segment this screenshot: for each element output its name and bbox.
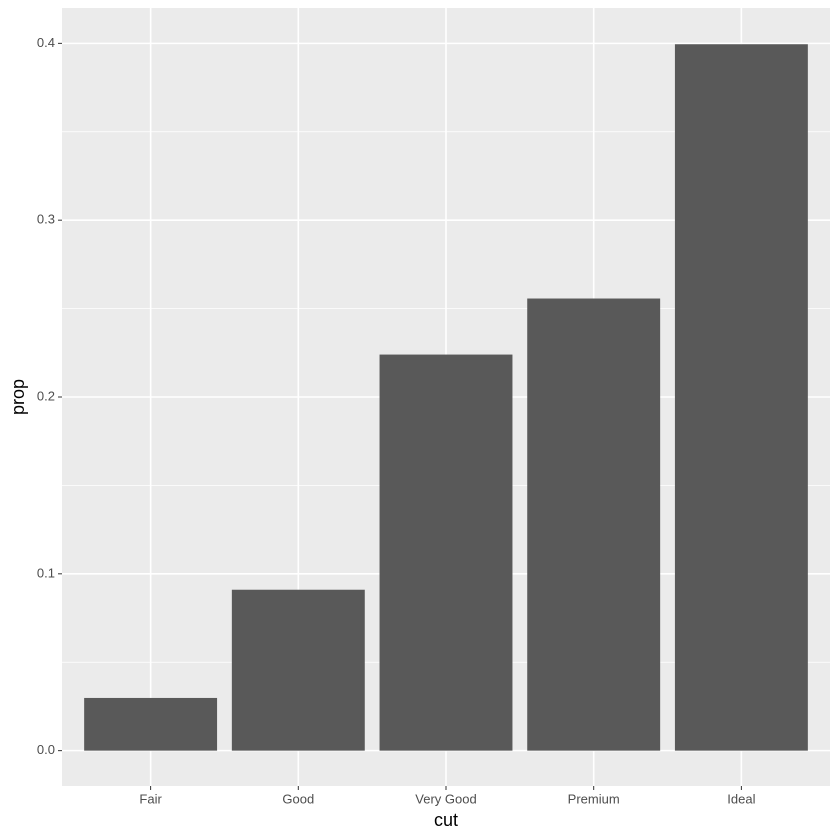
bar	[84, 697, 218, 751]
bar	[231, 589, 365, 751]
x-axis-title: cut	[434, 810, 458, 830]
x-tick-label: Premium	[568, 791, 620, 806]
y-axis-title: prop	[8, 379, 28, 415]
bar	[379, 354, 513, 751]
y-tick-label: 0.0	[37, 742, 55, 757]
y-tick-label: 0.4	[37, 35, 55, 50]
x-tick-label: Good	[282, 791, 314, 806]
y-tick-label: 0.3	[37, 212, 55, 227]
x-tick-label: Fair	[139, 791, 162, 806]
x-tick-label: Ideal	[727, 791, 755, 806]
y-tick-label: 0.1	[37, 565, 55, 580]
bar	[674, 44, 808, 751]
y-tick-label: 0.2	[37, 388, 55, 403]
bar	[527, 298, 661, 751]
x-tick-label: Very Good	[415, 791, 476, 806]
